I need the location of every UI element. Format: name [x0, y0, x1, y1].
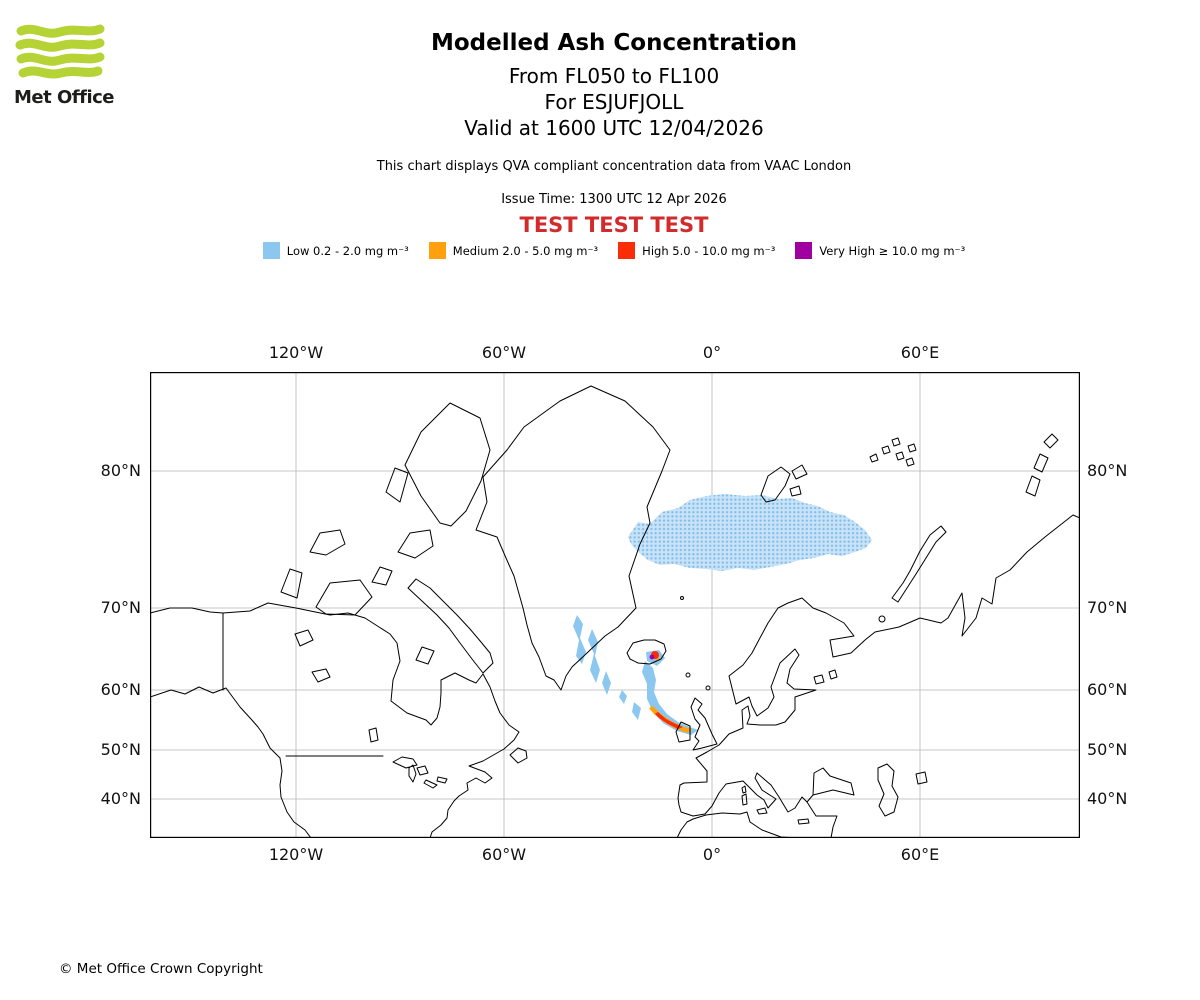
- map-svg: [149, 372, 1081, 839]
- axis-label-top-60e: 60°E: [900, 343, 940, 362]
- legend-item-low: Low 0.2 - 2.0 mg m⁻³: [262, 242, 409, 259]
- coast-faroe: [685, 672, 691, 678]
- axis-label-left-40n: 40°N: [100, 789, 141, 808]
- ash-plume-low-iceland-arc: [619, 650, 698, 735]
- ash-plumes: [573, 494, 872, 735]
- axis-label-top-0: 0°: [702, 343, 722, 362]
- page-title: Modelled Ash Concentration: [430, 30, 798, 56]
- coast-jan-mayen: [680, 596, 684, 600]
- political-borders: [222, 612, 384, 757]
- axis-label-right-60n: 60°N: [1087, 680, 1128, 699]
- coast-med-islands: [741, 785, 810, 825]
- border-alaska-canada-and-49th-parallel: [222, 612, 384, 757]
- legend-swatch-low: [262, 242, 280, 259]
- legend-label-medium: Medium 2.0 - 5.0 mg m⁻³: [452, 243, 599, 258]
- coast-aral-sea: [915, 771, 928, 785]
- axis-label-right-50n: 50°N: [1087, 740, 1128, 759]
- coast-novaya-zemlya: [891, 525, 947, 603]
- coast-north-africa: [676, 811, 799, 839]
- coast-franz-josef-land: [869, 437, 917, 467]
- ash-plume-low-main-stipple: [628, 494, 872, 571]
- legend-swatch-high: [618, 242, 636, 259]
- legend-item-medium: Medium 2.0 - 5.0 mg m⁻³: [428, 242, 599, 259]
- coast-mediterranean-black-sea: [692, 767, 855, 839]
- axis-label-bottom-60e: 60°E: [900, 845, 940, 864]
- axis-label-bottom-60w: 60°W: [481, 845, 527, 864]
- axis-label-left-70n: 70°N: [100, 598, 141, 617]
- legend-item-very-high: Very High ≥ 10.0 mg m⁻³: [795, 242, 965, 259]
- legend-label-low: Low 0.2 - 2.0 mg m⁻³: [286, 243, 409, 258]
- coast-somerset-island: [371, 566, 393, 586]
- copyright-notice: © Met Office Crown Copyright: [59, 961, 263, 977]
- axis-label-bottom-0: 0°: [702, 845, 722, 864]
- coast-north-america-arctic-east: [149, 602, 520, 839]
- coast-newfoundland: [509, 747, 528, 764]
- issue-time: Issue Time: 1300 UTC 12 Apr 2026: [501, 192, 727, 207]
- axis-label-right-70n: 70°N: [1087, 598, 1128, 617]
- coast-north-america-west: [149, 686, 312, 839]
- coast-great-britain: [690, 697, 718, 751]
- met-office-logo-text: Met Office: [14, 87, 115, 108]
- axis-label-top-60w: 60°W: [481, 343, 527, 362]
- test-banner: TEST TEST TEST: [519, 213, 709, 237]
- legend-label-very-high: Very High ≥ 10.0 mg m⁻³: [819, 243, 966, 258]
- ash-plume-high-arc: [655, 712, 683, 729]
- lakes-ladoga-onega: [813, 669, 838, 685]
- axis-label-right-80n: 80°N: [1087, 461, 1128, 480]
- coast-shetland: [705, 685, 711, 691]
- subtitle-flight-levels: From FL050 to FL100: [508, 64, 720, 88]
- axis-label-bottom-120w: 120°W: [268, 845, 324, 864]
- coast-victoria-island: [315, 579, 373, 616]
- coast-europe-russia-mainland: [677, 514, 1081, 817]
- coast-devon-island: [397, 529, 434, 559]
- coast-southampton-island: [415, 646, 435, 665]
- legend-swatch-very-high: [795, 242, 813, 259]
- axis-label-left-80n: 80°N: [100, 461, 141, 480]
- axis-label-top-120w: 120°W: [268, 343, 324, 362]
- coast-caspian-sea: [877, 763, 899, 817]
- coast-ireland: [675, 721, 691, 743]
- legend-label-high: High 5.0 - 10.0 mg m⁻³: [642, 243, 776, 258]
- axis-label-left-60n: 60°N: [100, 680, 141, 699]
- coastlines: [149, 385, 1081, 839]
- coast-iceland: [626, 639, 667, 665]
- coast-axel-heiberg: [385, 467, 409, 503]
- ash-plume-low-greenland-streaks: [573, 615, 611, 695]
- coast-greenland: [475, 385, 671, 691]
- volcano-very-high-dot: [649, 654, 655, 660]
- graticule: [150, 372, 1080, 838]
- concentration-legend: Low 0.2 - 2.0 mg m⁻³ Medium 2.0 - 5.0 mg…: [28, 242, 1200, 259]
- met-office-logo: Met Office: [14, 22, 134, 108]
- coast-banks-island: [280, 568, 303, 599]
- coast-svalbard: [760, 464, 808, 503]
- met-office-logo-icon: [15, 24, 105, 79]
- qva-description: This chart displays QVA compliant concen…: [376, 159, 852, 174]
- coast-severnaya-zemlya: [1025, 433, 1059, 497]
- coast-melville-island: [309, 529, 346, 556]
- volcano-marker: [649, 651, 660, 661]
- axis-label-left-50n: 50°N: [100, 740, 141, 759]
- axis-label-right-40n: 40°N: [1087, 789, 1128, 808]
- subtitle-volcano: For ESJUFJOLL: [544, 90, 684, 114]
- subtitle-valid-time: Valid at 1600 UTC 12/04/2026: [464, 116, 764, 140]
- legend-item-high: High 5.0 - 10.0 mg m⁻³: [618, 242, 775, 259]
- lakes-north-america: [294, 629, 448, 789]
- map-border: [150, 372, 1080, 838]
- coast-kolguyev: [878, 615, 886, 623]
- map-frame: [149, 372, 1081, 839]
- coast-baffin-island: [407, 578, 494, 674]
- legend-swatch-medium: [428, 242, 446, 259]
- coast-ellesmere-island: [404, 402, 491, 527]
